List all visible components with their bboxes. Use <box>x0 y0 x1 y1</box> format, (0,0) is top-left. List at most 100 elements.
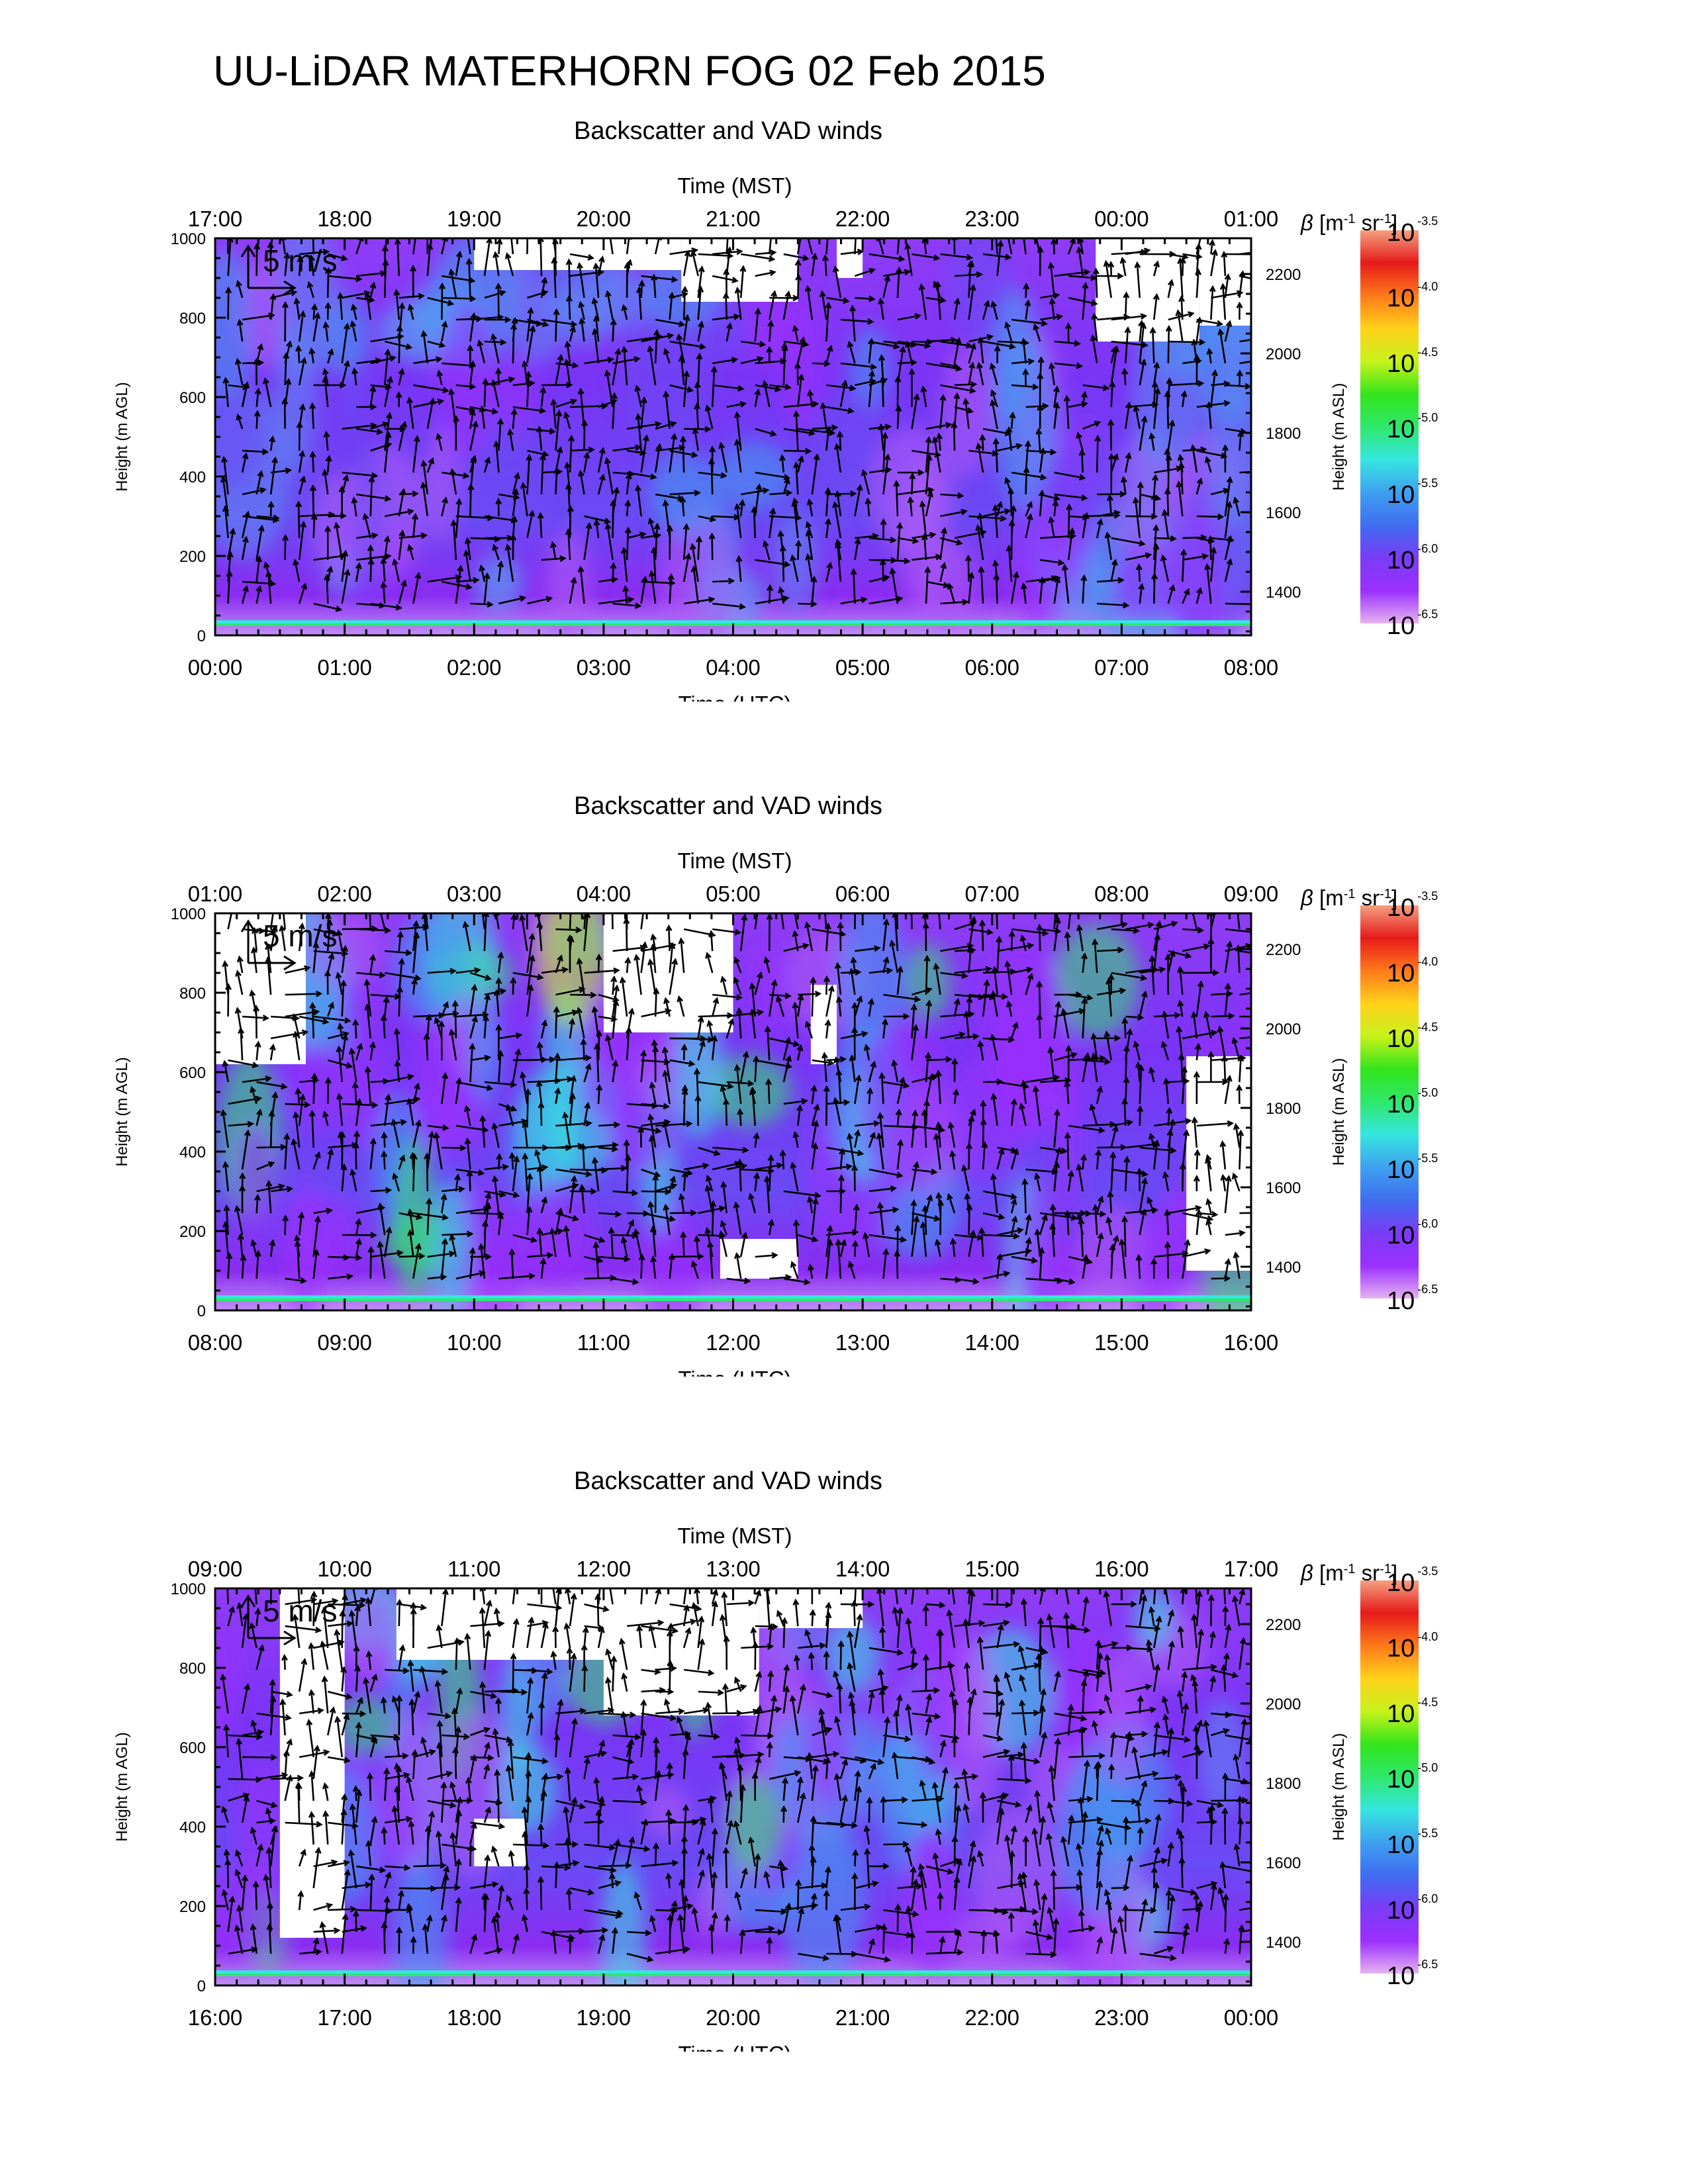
wind-arrow <box>1110 1153 1114 1192</box>
wind-arrow-head <box>1141 415 1148 423</box>
wind-arrow-head <box>286 1185 294 1193</box>
wind-arrow <box>1162 1042 1170 1061</box>
wind-arrow <box>326 456 330 473</box>
wind-arrow-head <box>485 1629 492 1637</box>
wind-arrow <box>635 386 642 408</box>
wind-arrow <box>526 308 532 342</box>
wind-arrow-head <box>1066 503 1073 511</box>
wind-arrow <box>626 1124 661 1132</box>
wind-arrow <box>326 1003 334 1017</box>
wind-arrow-head <box>1226 535 1233 543</box>
wind-arrow-head <box>878 1071 886 1079</box>
wind-arrow <box>384 1872 391 1889</box>
wind-arrow <box>1054 471 1085 479</box>
wind-arrow <box>492 1917 500 1954</box>
y-tick-label: 600 <box>179 1064 206 1082</box>
wind-arrow-head <box>1082 1253 1089 1261</box>
wind-arrow <box>312 1250 318 1279</box>
wind-arrow-head <box>1228 1013 1235 1020</box>
wind-arrow <box>555 956 563 974</box>
wind-arrow <box>555 1089 559 1105</box>
wind-arrow-head <box>1168 1118 1176 1126</box>
wind-arrow-head <box>256 555 263 563</box>
wind-arrow-head <box>510 976 517 984</box>
wind-arrow-head <box>512 1617 520 1625</box>
wind-arrow-head <box>784 383 792 390</box>
wind-arrow-head <box>851 1001 859 1009</box>
wind-arrow <box>767 1026 771 1061</box>
wind-arrow-head <box>252 1880 259 1888</box>
wind-arrow-head <box>397 931 404 938</box>
wind-arrow <box>1235 1253 1241 1279</box>
wind-arrow <box>370 384 391 388</box>
wind-arrow-head <box>1034 1172 1041 1180</box>
wind-arrow <box>697 267 703 298</box>
wind-arrow-head <box>405 1776 412 1784</box>
wind-arrow <box>663 1048 671 1083</box>
wind-arrow-head <box>1160 1040 1168 1048</box>
wind-arrow-head <box>839 1148 845 1155</box>
wind-arrow-head <box>598 1236 606 1244</box>
wind-arrow <box>313 1015 350 1022</box>
wind-arrow-head <box>1078 474 1086 481</box>
wind-arrow <box>310 349 314 364</box>
wind-arrow <box>1111 340 1147 347</box>
wind-arrow <box>769 993 790 997</box>
wind-arrow <box>236 281 244 298</box>
wind-arrow <box>310 1690 314 1714</box>
wind-arrow <box>1225 428 1246 433</box>
wind-arrow <box>326 1707 335 1736</box>
wind-arrow <box>837 997 842 1017</box>
wind-arrow-head <box>735 993 743 1001</box>
wind-arrow <box>1082 384 1108 390</box>
wind-arrow <box>1206 565 1212 604</box>
wind-arrow-head <box>985 966 992 973</box>
wind-arrow-head <box>469 295 477 302</box>
wind-arrow <box>256 1185 284 1193</box>
wind-arrow-head <box>438 341 446 348</box>
wind-arrow-head <box>737 385 745 392</box>
wind-arrow-head <box>315 1948 322 1956</box>
wind-arrow <box>355 1132 358 1148</box>
wind-arrow <box>698 515 716 521</box>
wind-arrow-head <box>267 1161 275 1168</box>
wind-arrow <box>1182 1130 1188 1170</box>
wind-arrow <box>1049 518 1055 539</box>
wind-arrow <box>623 347 628 386</box>
wind-arrow <box>355 1666 359 1692</box>
wind-arrow <box>649 960 657 995</box>
backscatter-cell <box>726 1777 783 1872</box>
wind-arrow-head <box>256 1109 263 1116</box>
wind-arrow-head <box>676 333 683 341</box>
wind-arrow-head <box>796 1044 804 1052</box>
wind-arrow <box>735 1203 742 1236</box>
wind-arrow <box>383 1152 386 1170</box>
wind-arrow <box>1025 1168 1057 1173</box>
wind-arrow <box>968 1116 973 1148</box>
wind-arrow-head <box>234 1007 242 1014</box>
wind-arrow-head <box>812 400 820 408</box>
wind-arrow <box>396 1787 400 1823</box>
backscatter-cell <box>600 1860 646 1985</box>
wind-arrow-head <box>1010 1098 1017 1105</box>
wind-arrow-head <box>492 1727 499 1735</box>
wind-arrow <box>324 369 329 386</box>
wind-arrow-head <box>554 1087 561 1095</box>
wind-arrow <box>470 1821 504 1828</box>
wind-arrow-head <box>977 1040 984 1048</box>
wind-arrow-head <box>1113 1034 1121 1042</box>
wind-arrow <box>736 504 742 539</box>
wind-arrow-head <box>1194 353 1201 361</box>
y2-tick-label: 1800 <box>1266 425 1301 443</box>
wind-arrow <box>1152 388 1159 430</box>
wind-arrow <box>242 1756 276 1758</box>
wind-arrow-head <box>456 1687 463 1695</box>
wind-arrow-head <box>385 412 393 419</box>
wind-arrow-head <box>684 250 691 257</box>
wind-arrow-head <box>244 1683 251 1690</box>
wind-arrow-head <box>236 1904 243 1912</box>
wind-arrow <box>968 285 974 320</box>
y-tick-label: 600 <box>179 389 206 407</box>
wind-arrow <box>879 1113 884 1148</box>
wind-arrow-head <box>878 297 884 305</box>
